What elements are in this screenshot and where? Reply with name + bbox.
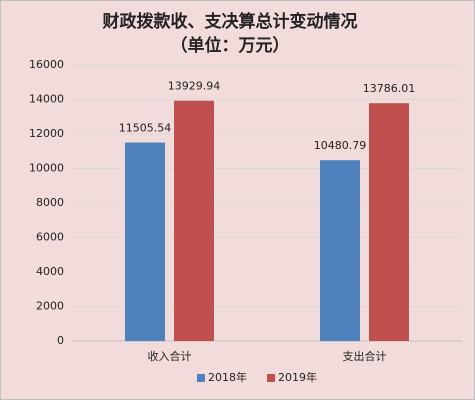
chart-subtitle: （单位：万元） [171, 35, 290, 56]
y-tick-label: 12000 [29, 127, 64, 140]
bar [320, 160, 360, 341]
data-label: 11505.54 [119, 122, 172, 135]
bar [369, 103, 409, 341]
x-tick-label: 支出合计 [343, 349, 387, 363]
legend-swatch [197, 374, 205, 382]
y-tick-label: 0 [57, 334, 64, 347]
x-tick-label: 收入合计 [148, 349, 192, 363]
y-tick-label: 4000 [36, 265, 64, 278]
y-tick-label: 16000 [29, 58, 64, 71]
data-label: 13929.94 [168, 80, 221, 93]
y-tick-label: 8000 [36, 196, 64, 209]
y-tick-label: 2000 [36, 300, 64, 313]
legend-swatch [267, 374, 275, 382]
chart-title: 财政拨款收、支决算总计变动情况 [102, 11, 358, 32]
data-label: 10480.79 [314, 139, 367, 152]
y-tick-label: 6000 [36, 231, 64, 244]
y-tick-label: 10000 [29, 162, 64, 175]
data-label: 13786.01 [363, 82, 416, 95]
y-tick-label: 14000 [29, 93, 64, 106]
legend-label: 2019年 [278, 370, 317, 384]
bar [125, 142, 165, 341]
bar [174, 100, 214, 342]
legend-label: 2018年 [208, 370, 247, 384]
